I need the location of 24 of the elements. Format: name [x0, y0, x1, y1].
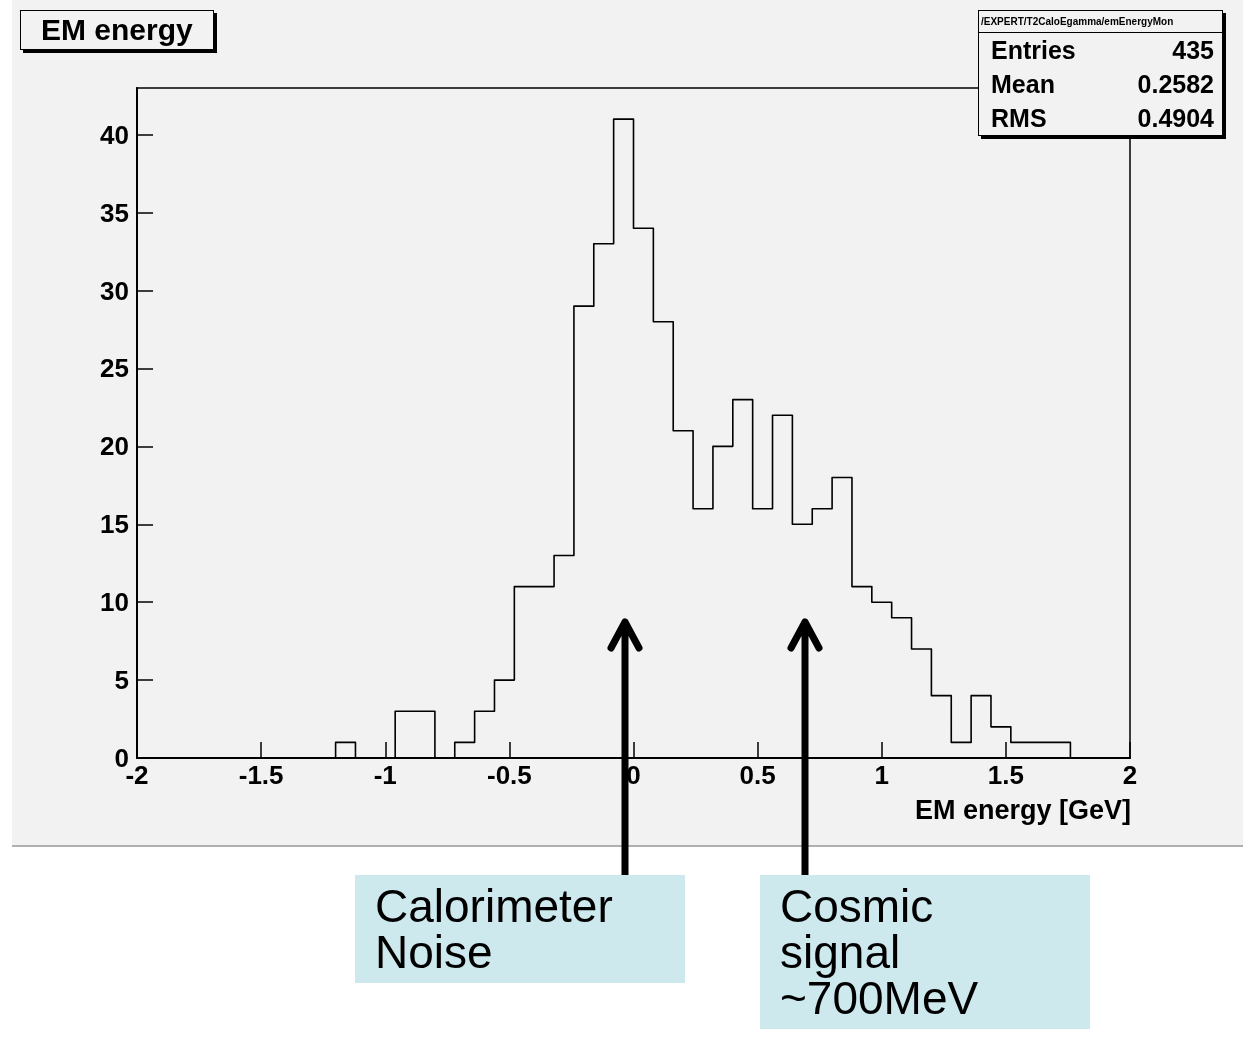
x-tick-label: 1.5 — [987, 760, 1024, 790]
y-tick-label: 10 — [100, 587, 129, 618]
x-tick-label: -1.5 — [238, 760, 284, 790]
text: Calorimeter Noise — [355, 875, 685, 983]
y-tick-label: 35 — [100, 197, 129, 228]
text: /EXPERT/T2CaloEgamma/emEnergyMon — [979, 11, 1222, 33]
text: Entries 435 — [991, 36, 1214, 64]
y-tick-label: 5 — [114, 665, 129, 696]
x-tick-label: 1 — [874, 760, 889, 790]
x-tick-label: -0.5 — [486, 760, 532, 790]
y-tick-label: 40 — [100, 119, 129, 150]
chart-title: EM energy — [20, 10, 214, 50]
y-tick-label: 15 — [100, 509, 129, 540]
x-tick-label: 0.5 — [739, 760, 776, 790]
y-tick-label: 25 — [100, 353, 129, 384]
text: RMS 0.4904 — [991, 104, 1214, 132]
x-tick-label: -1 — [373, 760, 397, 790]
x-axis-title: EM energy [GeV] — [914, 795, 1131, 826]
text: Mean 0.2582 — [991, 70, 1214, 98]
x-tick-label: 0 — [626, 760, 641, 790]
y-tick-label: 20 — [100, 431, 129, 462]
text: Cosmic signal ~700MeV — [760, 875, 1090, 1029]
x-tick-label: 2 — [1122, 760, 1138, 790]
y-tick-label: 30 — [100, 275, 129, 306]
